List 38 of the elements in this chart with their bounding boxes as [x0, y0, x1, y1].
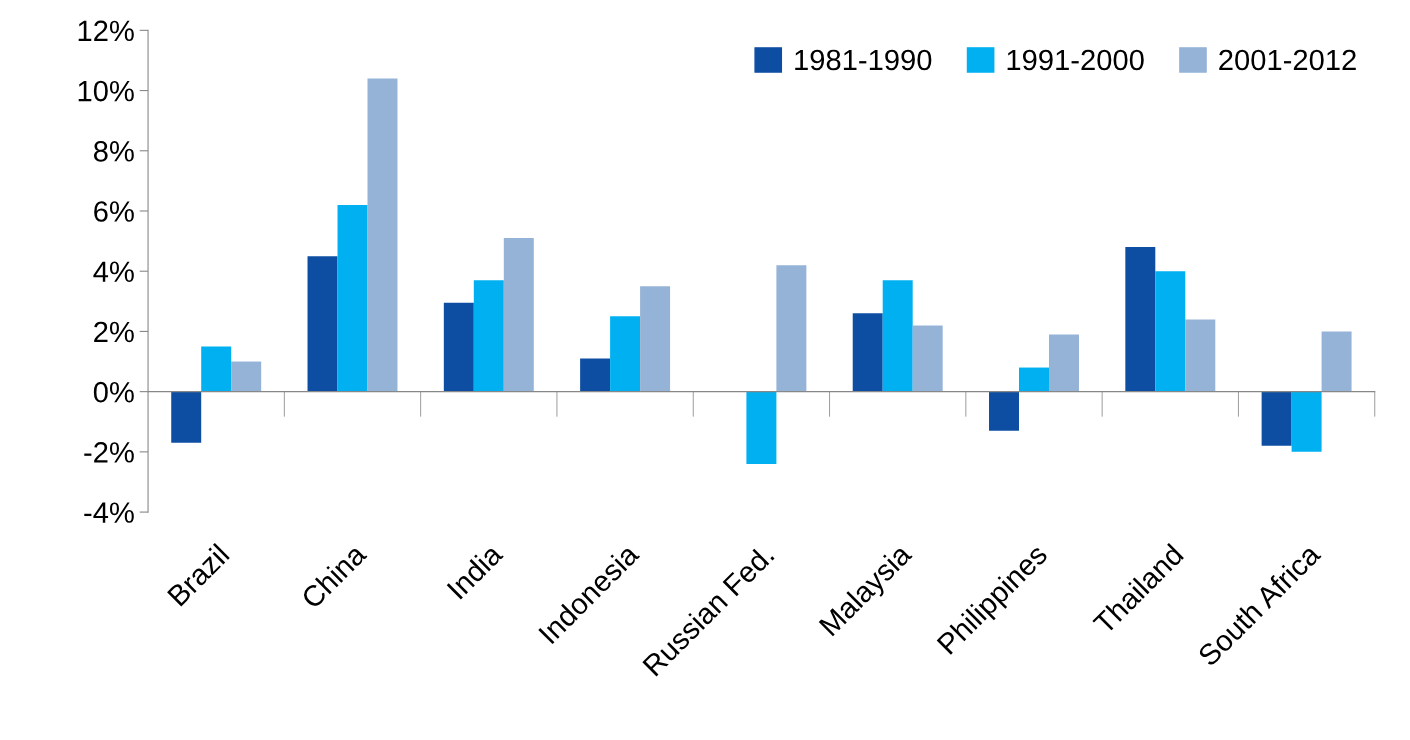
bar: [171, 391, 202, 443]
legend-label: 1981-1990: [795, 49, 932, 71]
bar: [989, 391, 1020, 431]
bar: [337, 204, 368, 392]
bar: [640, 286, 671, 392]
bar: [473, 280, 504, 392]
bar: [1321, 331, 1352, 392]
bar: [443, 302, 474, 392]
bar: [1185, 319, 1216, 392]
y-tick-label: -4%: [84, 502, 134, 523]
bar: [367, 78, 398, 392]
bar: [1291, 391, 1322, 452]
bar: [580, 358, 611, 392]
y-tick-label: 0%: [93, 381, 134, 403]
y-tick-label: 4%: [93, 261, 134, 282]
y-tick-label: 6%: [94, 201, 134, 222]
bar: [503, 238, 534, 392]
legend-label: 2001-2012: [1219, 49, 1356, 71]
y-tick-label: 2%: [94, 321, 134, 343]
bar: [307, 256, 338, 392]
y-tick-label: -2%: [84, 442, 134, 463]
bar: [912, 325, 943, 392]
bar: [1048, 334, 1079, 392]
bar: [1019, 367, 1049, 392]
legend-label: 1991-2000: [1007, 49, 1144, 71]
y-tick-label: 8%: [93, 140, 134, 162]
bar: [1261, 391, 1292, 446]
bar: [746, 391, 777, 464]
y-tick-label: 10%: [78, 80, 134, 102]
bar: [1155, 271, 1186, 392]
bar: [852, 313, 883, 392]
y-tick-label: 12%: [78, 20, 134, 42]
bar: [231, 361, 262, 392]
bar: [201, 346, 232, 392]
bar: [1125, 247, 1156, 392]
bar: [610, 316, 641, 392]
bar: [882, 280, 913, 392]
bar: [776, 265, 807, 392]
